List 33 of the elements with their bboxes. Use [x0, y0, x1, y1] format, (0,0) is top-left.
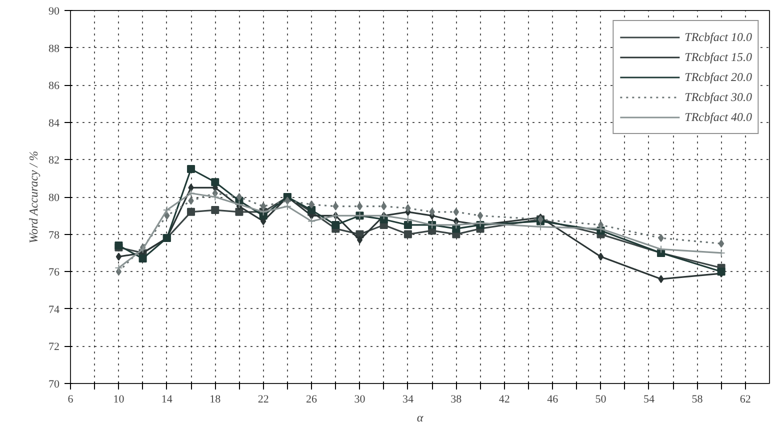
- x-tick-label: 38: [450, 394, 462, 406]
- x-tick-label: 42: [498, 394, 510, 406]
- x-tick-label: 22: [258, 394, 269, 406]
- y-tick-label: 72: [48, 341, 60, 354]
- x-tick-label: 58: [692, 394, 704, 406]
- x-tick-label: 14: [161, 394, 173, 406]
- y-tick-label: 82: [48, 154, 60, 167]
- y-tick-label: 90: [48, 6, 60, 18]
- x-tick-label: 18: [210, 394, 222, 406]
- x-axis-title: α: [416, 410, 424, 424]
- x-tick-label: 10: [113, 394, 125, 406]
- x-tick-label: 30: [354, 394, 366, 406]
- legend-label: TRcbfact 10.0: [684, 30, 752, 44]
- y-tick-label: 78: [48, 229, 60, 242]
- y-tick-label: 76: [48, 266, 60, 279]
- y-tick-label: 86: [48, 80, 60, 92]
- x-tick-label: 6: [68, 394, 74, 406]
- x-tick-label: 26: [306, 394, 318, 406]
- x-tick-label: 34: [402, 394, 414, 406]
- legend-label: TRcbfact 15.0: [684, 50, 752, 64]
- y-axis-title: Word Accuracy / %: [26, 150, 40, 244]
- legend-label: TRcbfact 40.0: [684, 110, 752, 124]
- y-tick-label: 88: [48, 42, 60, 55]
- legend-label: TRcbfact 20.0: [684, 70, 752, 84]
- x-tick-label: 54: [643, 394, 655, 406]
- y-tick-label: 70: [48, 378, 60, 390]
- y-tick-label: 84: [48, 117, 60, 130]
- x-tick-label: 62: [740, 394, 751, 406]
- y-tick-label: 80: [48, 192, 60, 204]
- legend-label: TRcbfact 30.0: [684, 90, 752, 104]
- x-tick-label: 46: [547, 394, 559, 406]
- y-tick-label: 74: [48, 304, 60, 316]
- x-tick-label: 50: [595, 394, 607, 406]
